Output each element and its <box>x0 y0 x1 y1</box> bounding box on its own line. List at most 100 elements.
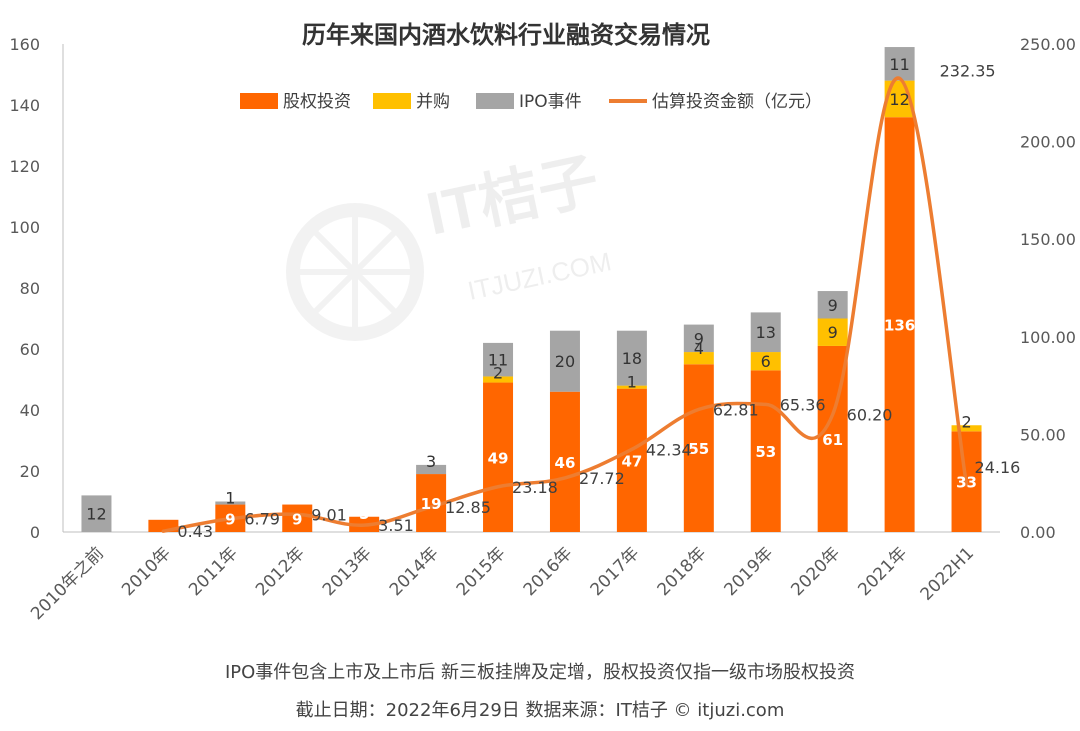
bar-equity <box>683 364 714 532</box>
line-value-label: 12.85 <box>445 498 491 517</box>
bar-ipo <box>215 501 246 505</box>
left-tick-label: 40 <box>20 401 40 420</box>
bar-ipo <box>817 291 848 319</box>
line-value-label: 65.36 <box>780 395 826 414</box>
line-value-label: 9.01 <box>311 505 347 524</box>
watermark-domain: ITJUZI.COM <box>465 246 614 306</box>
bar-ipo <box>884 47 915 81</box>
chart-title: 历年来国内酒水饮料行业融资交易情况 <box>302 21 710 49</box>
right-tick-label: 250.00 <box>1020 35 1076 54</box>
category-label: 2015年 <box>453 543 510 600</box>
right-tick-label: 100.00 <box>1020 328 1076 347</box>
bar-value-label: 6 <box>761 352 771 371</box>
line-layer <box>161 76 969 533</box>
bar-value-label: 1 <box>225 489 235 508</box>
line-value-label: 24.16 <box>975 458 1021 477</box>
bar-value-label: 9 <box>828 296 838 315</box>
bar-value-label: 46 <box>555 454 576 472</box>
bar-ipo <box>549 330 580 392</box>
bar-value-label: 2 <box>493 363 503 382</box>
bar-value-label: 1 <box>627 373 637 392</box>
right-tick-label: 0.00 <box>1020 523 1056 542</box>
category-label: 2017年 <box>587 543 644 600</box>
legend-entry: IPO事件 <box>519 92 582 112</box>
bar-ipo <box>750 312 781 353</box>
bar-ipo <box>483 342 514 377</box>
line-value-label: 27.72 <box>579 469 625 488</box>
bar-value-label: 12 <box>889 90 909 109</box>
legend: 股权投资 并购 IPO事件 估算投资金额（亿元） <box>240 92 822 112</box>
category-label: 2011年 <box>185 543 242 600</box>
bar-equity <box>750 370 781 532</box>
financing-chart: IT桔子 ITJUZI.COM 历年来国内酒水饮料行业融资交易情况 股权投资 并购… <box>9 21 1076 624</box>
category-label: 2018年 <box>654 543 711 600</box>
watermark-logo-segments-icon <box>293 210 417 334</box>
watermark-logo-icon <box>286 203 424 341</box>
bar-ma <box>616 385 647 389</box>
legend-swatch <box>373 93 411 109</box>
bar-equity <box>616 388 647 532</box>
left-tick-label: 0 <box>30 523 40 542</box>
bar-value-label: 4 <box>694 339 704 358</box>
bar-equity <box>282 504 313 532</box>
bar-value-label: 19 <box>421 495 442 513</box>
bar-ipo <box>683 324 714 353</box>
line-value-label: 232.35 <box>940 61 996 80</box>
bar-equity <box>884 117 915 532</box>
bar-ipo <box>616 330 647 386</box>
bar-value-label: 9 <box>828 323 838 342</box>
category-label: 2019年 <box>721 543 778 600</box>
bar-equity <box>483 382 514 532</box>
left-tick-label: 80 <box>20 279 40 298</box>
bar-ma <box>817 318 848 346</box>
line-value-label: 42.34 <box>646 440 692 459</box>
left-tick-label: 160 <box>9 35 40 54</box>
line-value-label: 0.43 <box>177 522 213 541</box>
left-tick-label: 20 <box>20 462 40 481</box>
bar-ma <box>483 376 514 383</box>
bar-value-label: 61 <box>822 431 843 449</box>
left-tick-label: 120 <box>9 157 40 176</box>
bar-value-label: 2 <box>961 412 971 431</box>
bar-value-label: 5 <box>359 505 369 523</box>
legend-swatch <box>240 93 278 109</box>
category-label: 2014年 <box>386 543 443 600</box>
bar-value-label: 20 <box>555 352 575 371</box>
legend-entry: 估算投资金额（亿元） <box>652 92 822 112</box>
bars-layer <box>81 47 982 532</box>
left-tick-label: 60 <box>20 340 40 359</box>
bar-value-label: 136 <box>884 317 915 335</box>
bar-value-label: 9 <box>292 510 302 528</box>
category-label: 2010年 <box>118 543 175 600</box>
bar-equity <box>549 391 580 532</box>
legend-entry: 股权投资 <box>283 92 351 112</box>
line-value-label: 3.51 <box>378 516 414 535</box>
line-amount <box>161 76 969 533</box>
bar-value-label: 3 <box>426 452 436 471</box>
bar-value-label: 13 <box>756 323 776 342</box>
bar-ipo <box>416 464 447 475</box>
line-value-label: 6.79 <box>244 510 280 529</box>
bar-value-label: 18 <box>622 349 642 368</box>
right-tick-label: 50.00 <box>1020 425 1066 444</box>
watermark: IT桔子 ITJUZI.COM <box>286 146 614 341</box>
category-label: 2013年 <box>319 543 376 600</box>
bar-value-label: 33 <box>956 474 977 492</box>
footnote-scope: IPO事件包含上市及上市后 新三板挂牌及定增，股权投资仅指一级市场股权投资 <box>224 662 856 683</box>
line-value-label: 62.81 <box>713 400 759 419</box>
watermark-brand: IT桔子 <box>421 146 604 248</box>
bar-value-label: 12 <box>86 505 106 524</box>
category-label: 2016年 <box>520 543 577 600</box>
line-value-label: 23.18 <box>512 478 558 497</box>
legend-swatch <box>476 93 514 109</box>
category-label: 2020年 <box>787 543 844 600</box>
bar-value-label: 11 <box>488 351 508 370</box>
right-tick-label: 150.00 <box>1020 230 1076 249</box>
bar-value-label: 9 <box>694 329 704 348</box>
bar-value-label: 9 <box>225 510 235 528</box>
category-label: 2010年之前 <box>27 543 108 624</box>
bar-value-label: 11 <box>889 55 909 74</box>
category-label: 2022H1 <box>917 543 978 604</box>
